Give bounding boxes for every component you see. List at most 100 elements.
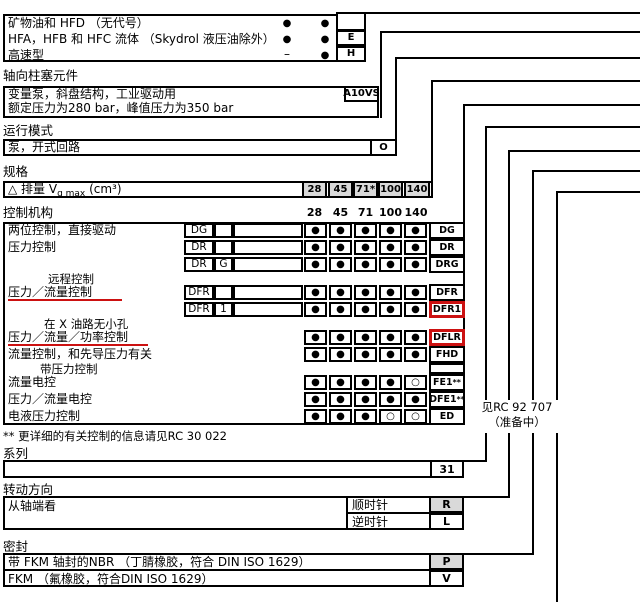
connector-seal-v: [532, 170, 534, 555]
availability-dot-cell: ●: [354, 223, 377, 238]
availability-dot-cell: ○: [379, 409, 402, 424]
connector-size-h: [431, 80, 640, 82]
code-box-l: L: [429, 513, 464, 530]
availability-dot-cell: ●: [304, 223, 327, 238]
availability-dot-cell: ●: [404, 330, 427, 345]
fluid-row-label: 矿物油和 HFD （无代号）: [8, 16, 149, 30]
control-code-text: FHD: [435, 348, 459, 360]
control-row-label: 电液压力控制: [8, 409, 81, 423]
connector-seal-h: [532, 170, 640, 172]
control-col-28: 28: [306, 206, 323, 219]
control-subcode-cell: G: [214, 257, 233, 272]
availability-dot-cell: ●: [329, 302, 352, 317]
size-box-71: 71*: [353, 181, 378, 198]
availability-dot-cell: ●: [329, 392, 352, 407]
control-code-cell: DR: [184, 257, 214, 272]
connector-bottom-v: [556, 191, 558, 602]
control-code-box-dr: DR: [429, 239, 465, 256]
code-box-h: H: [336, 46, 366, 62]
code-box-p: P: [429, 553, 464, 570]
control-code-box-dfr1: DFR1: [429, 301, 465, 318]
control-code-cell: DFR: [184, 302, 214, 317]
code-box-r: R: [429, 496, 464, 513]
size-box-100: 100: [378, 181, 403, 198]
control-code-text: DR: [439, 241, 455, 253]
code-box-v: V: [429, 570, 464, 587]
connector-mode-v: [395, 57, 397, 141]
control-subnote-label: 带压力控制: [40, 362, 98, 376]
connector-series-v: [485, 126, 487, 462]
availability-dot-cell: ●: [379, 392, 402, 407]
code-box-31: 31: [430, 460, 464, 478]
availability-dot-cell: ●: [304, 347, 327, 362]
connector-control-v: [463, 104, 465, 224]
size-box-140: 140: [404, 181, 430, 198]
control-code-box-dfe1: DFE1 **: [429, 391, 465, 408]
control-row-label: 流量电控: [8, 375, 57, 389]
availability-dot-cell: ●: [379, 375, 402, 390]
availability-dot-cell: ●: [329, 223, 352, 238]
connector-rotation-h: [508, 150, 640, 152]
code-box-o: O: [370, 139, 397, 156]
availability-dot-cell: ●: [304, 330, 327, 345]
code-box-a10vs: A10VS: [343, 86, 380, 102]
control-code-box-drg: DRG: [429, 256, 465, 273]
mode-label: 泵，开式回路: [8, 140, 81, 154]
control-col-140: 140: [404, 206, 428, 219]
availability-dot-cell: ●: [354, 375, 377, 390]
rotation-ccw-label: 逆时针: [352, 515, 389, 529]
control-code-text: FE1: [433, 376, 453, 388]
availability-dot-cell: ●: [329, 240, 352, 255]
control-code-box-dg: DG: [429, 222, 465, 239]
side-note-line2: （准备中）: [488, 415, 546, 429]
availability-dot: ●: [282, 34, 292, 45]
availability-dot-cell: ●: [304, 285, 327, 300]
availability-dot-cell: ●: [404, 285, 427, 300]
control-code-text: ED: [439, 410, 455, 422]
control-code-box-dfr: DFR: [429, 284, 465, 301]
availability-dot-cell: ●: [379, 223, 402, 238]
connector-seal-stub: [462, 553, 534, 555]
control-footnote: ** 更详细的有关控制的信息请见RC 30 022: [3, 429, 227, 443]
control-code-box-fe1: FE1 **: [429, 374, 465, 391]
fluid-table: [3, 14, 366, 62]
fluid-row-label: 高速型: [8, 48, 45, 62]
availability-dot-cell: ●: [404, 257, 427, 272]
axial-line1: 变量泵，斜盘结构，工业驱动用: [8, 87, 177, 101]
availability-dot-cell: ●: [379, 330, 402, 345]
connector-series-stub: [462, 460, 487, 462]
availability-dot-cell: ●: [329, 409, 352, 424]
rotation-cw-label: 顺时针: [352, 498, 389, 512]
availability-dot-cell: ●: [329, 257, 352, 272]
control-spare-cell: [233, 302, 303, 317]
availability-dot-cell: ●: [404, 223, 427, 238]
connector-mode-h: [395, 57, 640, 59]
control-code-text: DFE1: [429, 393, 457, 405]
control-code-box-dflr: DFLR: [429, 329, 465, 346]
rotation-row-divider: [346, 512, 464, 514]
availability-dot: ●: [320, 18, 330, 29]
connector-bottom-h: [556, 191, 640, 193]
availability-dot-cell: ●: [404, 392, 427, 407]
availability-dot-cell: ●: [404, 347, 427, 362]
section-header-mode: 运行模式: [3, 123, 54, 138]
availability-dot-cell: ●: [379, 347, 402, 362]
control-row-label: 压力／流量电控: [8, 392, 93, 406]
availability-dot-cell: ●: [379, 257, 402, 272]
availability-dot: ●: [320, 34, 330, 45]
control-spare-cell: [233, 240, 303, 255]
control-code-box-fhd: FHD: [429, 346, 465, 363]
red-underline: [8, 344, 148, 346]
axial-line2: 额定压力为280 bar，峰值压力为350 bar: [8, 101, 234, 115]
seal-row-divider: [3, 569, 464, 571]
control-code-text: DRG: [435, 258, 459, 270]
control-code-text: DG: [439, 224, 455, 236]
connector-series-h: [485, 126, 640, 128]
control-table-border: [3, 222, 465, 425]
availability-dot-cell: ●: [304, 409, 327, 424]
axial-box: [3, 86, 379, 118]
control-spare-cell: [233, 285, 303, 300]
control-spare-cell: [233, 257, 303, 272]
connector-rotation-stub: [462, 496, 510, 498]
availability-dot: ●: [320, 50, 330, 61]
